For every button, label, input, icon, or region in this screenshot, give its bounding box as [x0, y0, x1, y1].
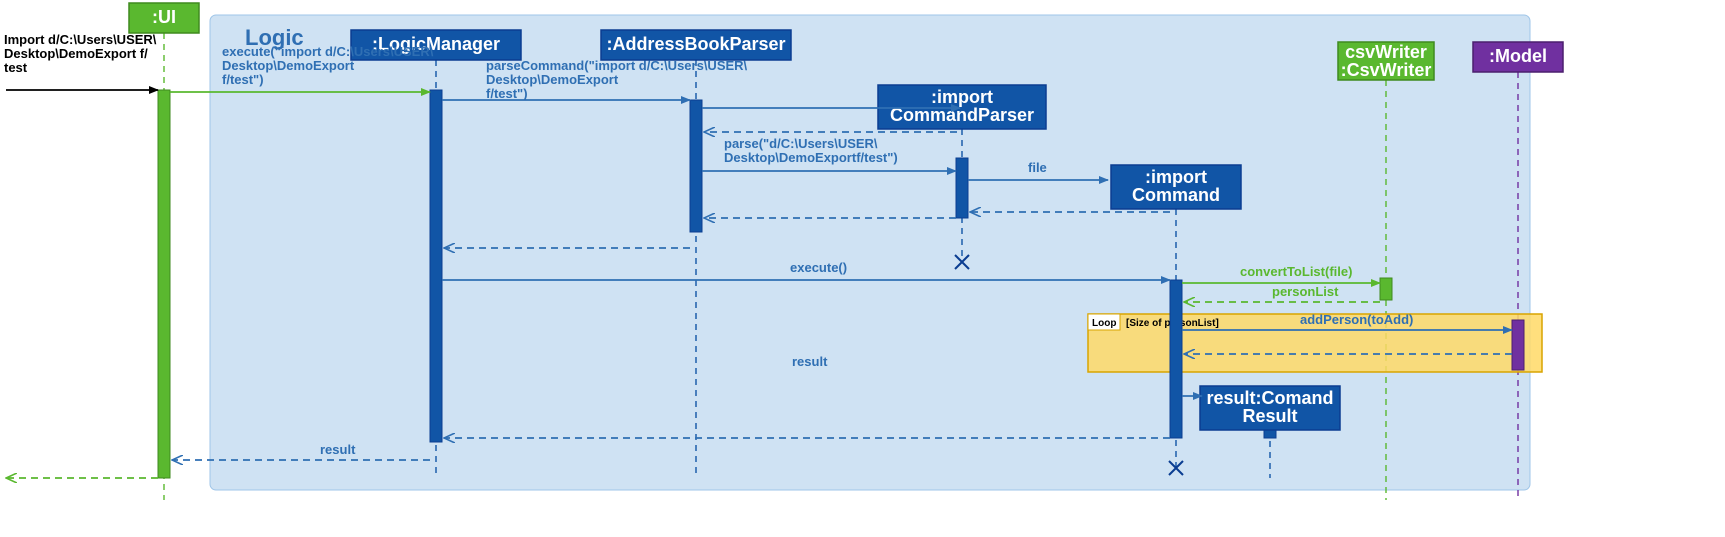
message-label-resultUI: result — [320, 442, 356, 457]
message-label-addPerson: addPerson(toAdd) — [1300, 312, 1413, 327]
activation-parser-2 — [690, 100, 702, 232]
participant-label-model: :Model — [1489, 46, 1547, 66]
participant-label-csv: :CsvWriter — [1341, 60, 1432, 80]
participant-label-impCmd: :import — [1145, 167, 1207, 187]
activation-logicMgr-1 — [430, 90, 442, 442]
activation-ui-0 — [158, 90, 170, 478]
activation-result-7 — [1264, 430, 1276, 438]
participant-label-impParser: :import — [931, 87, 993, 107]
participant-label-result: Result — [1242, 406, 1297, 426]
message-label-parse: parse("d/C:\Users\USER\ — [724, 136, 878, 151]
message-label-file: file — [1028, 160, 1047, 175]
message-label-executeCall: execute() — [790, 260, 847, 275]
message-label-parse: Desktop\DemoExportf/test") — [724, 150, 898, 165]
message-label-resultBack: result — [792, 354, 828, 369]
message-label-parseCmd: Desktop\DemoExport — [486, 72, 619, 87]
external-note: Import d/C:\Users\USER\ — [4, 32, 157, 47]
participant-label-impCmd: Command — [1132, 185, 1220, 205]
message-label-ui-exec: f/test") — [222, 72, 264, 87]
participant-label-csv: csvWriter — [1345, 42, 1427, 62]
message-label-parseCmd: f/test") — [486, 86, 528, 101]
participant-label-parser: :AddressBookParser — [606, 34, 785, 54]
message-label-personList: personList — [1272, 284, 1339, 299]
participant-label-result: result:Comand — [1206, 388, 1333, 408]
activation-csv-5 — [1380, 278, 1392, 300]
message-label-ui-exec: Desktop\DemoExport — [222, 58, 355, 73]
message-label-parseCmd: parseCommand("import d/C:\Users\USER\ — [486, 58, 748, 73]
message-label-ui-exec: execute("import d/C:\Users\USER\ — [222, 44, 434, 59]
message-label-convert: convertToList(file) — [1240, 264, 1352, 279]
external-note: test — [4, 60, 28, 75]
activation-impParser-3 — [956, 158, 968, 218]
external-note: Desktop\DemoExport f/ — [4, 46, 148, 61]
loop-label: Loop — [1092, 318, 1116, 329]
participant-label-ui: :UI — [152, 7, 176, 27]
